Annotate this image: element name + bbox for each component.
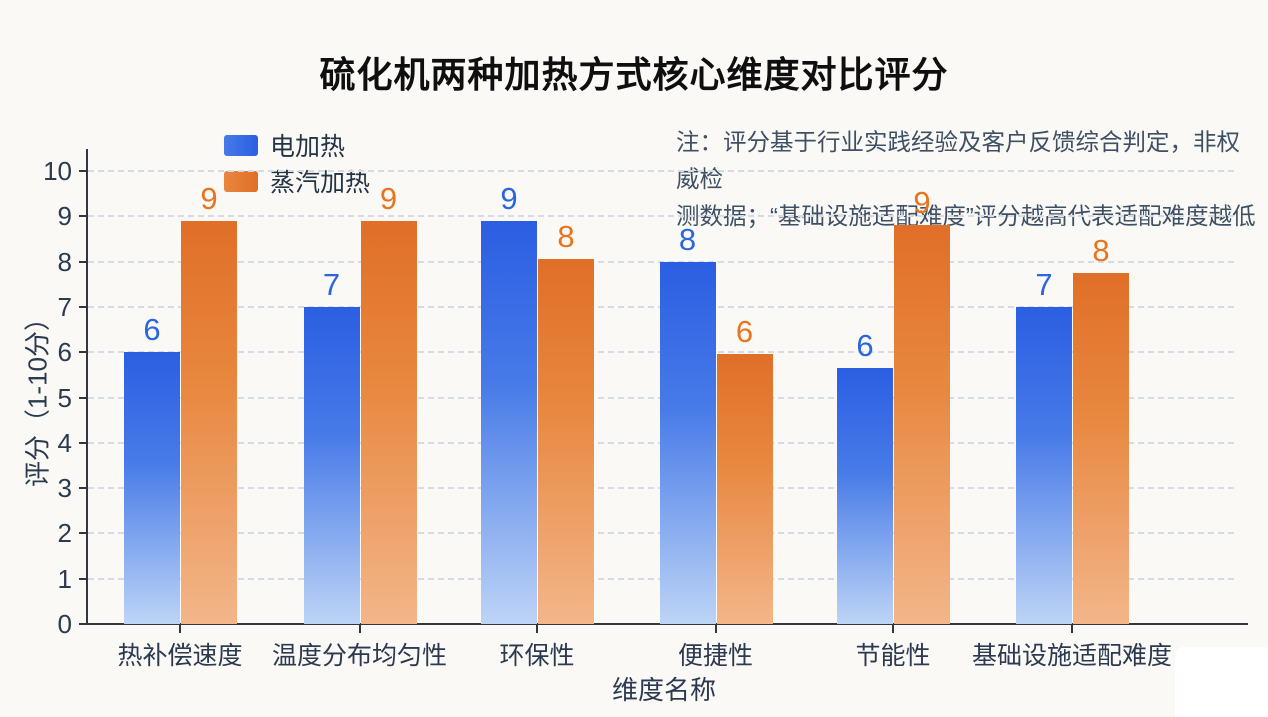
legend: 电加热 蒸汽加热 (224, 131, 370, 203)
y-tick-2 (79, 532, 87, 535)
gridline-10 (88, 170, 1234, 172)
x-tick-label-1: 温度分布均匀性 (271, 642, 447, 670)
bar-value-电加热-节能性: 6 (856, 328, 874, 364)
y-tick-9 (79, 215, 87, 218)
plot-area: 6 9 7 9 9 8 8 6 6 9 7 8 (88, 170, 1240, 624)
y-tick-0 (79, 623, 87, 625)
bar-value-蒸汽加热-温度分布均匀性: 9 (379, 180, 398, 216)
y-tick-10 (79, 170, 87, 172)
y-tick-label-1: 1 (57, 563, 72, 594)
y-tick-label-9: 9 (57, 201, 72, 232)
y-tick-label-10: 10 (43, 156, 72, 186)
y-tick-label-2: 2 (57, 518, 72, 549)
bar-蒸汽加热-便捷性 (716, 354, 773, 624)
bar-电加热-热补偿速度 (124, 352, 180, 624)
bar-value-蒸汽加热-基础设施适配难度: 8 (1092, 232, 1110, 268)
x-tick-label-4: 节能性 (855, 642, 931, 670)
y-tick-7 (79, 305, 87, 308)
gridline-9 (88, 215, 1234, 218)
bar-电加热-温度分布均匀性 (303, 306, 360, 624)
bar-value-蒸汽加热-热补偿速度: 9 (200, 180, 218, 216)
y-tick-label-4: 4 (57, 427, 72, 458)
y-tick-3 (79, 487, 87, 490)
bar-value-电加热-基础设施适配难度: 7 (1035, 266, 1053, 302)
legend-swatch-electric-icon (224, 134, 258, 156)
x-tick-label-0: 热补偿速度 (117, 642, 243, 670)
bar-value-电加热-热补偿速度: 6 (143, 312, 161, 348)
watermark-cover (1175, 647, 1268, 717)
y-axis-line (86, 149, 88, 625)
bar-蒸汽加热-热补偿速度 (181, 220, 237, 624)
x-tick-0 (179, 625, 181, 633)
legend-swatch-steam-icon (224, 170, 258, 192)
x-tick-4 (892, 625, 894, 633)
x-tick-2 (536, 625, 538, 633)
x-tick-3 (714, 625, 717, 633)
bar-电加热-基础设施适配难度 (1016, 306, 1072, 624)
bar-value-电加热-环保性: 9 (500, 180, 518, 216)
bar-电加热-节能性 (837, 368, 893, 624)
legend-label-steam: 蒸汽加热 (270, 169, 371, 197)
chart-title: 硫化机两种加热方式核心维度对比评分 (319, 54, 949, 95)
bar-蒸汽加热-温度分布均匀性 (360, 220, 417, 624)
legend-item-electric: 电加热 (224, 131, 370, 161)
x-tick-label-5: 基础设施适配难度 (971, 642, 1172, 670)
bar-蒸汽加热-基础设施适配难度 (1073, 272, 1129, 624)
bar-value-电加热-温度分布均匀性: 7 (322, 266, 341, 302)
bar-蒸汽加热-环保性 (538, 259, 594, 624)
y-tick-label-7: 7 (57, 291, 72, 322)
bar-电加热-环保性 (481, 220, 537, 624)
legend-label-electric: 电加热 (270, 133, 346, 161)
y-tick-label-5: 5 (57, 382, 72, 413)
x-tick-label-2: 环保性 (499, 642, 575, 670)
bar-value-蒸汽加热-环保性: 8 (557, 219, 575, 255)
y-tick-8 (79, 260, 87, 263)
x-tick-1 (358, 625, 361, 633)
y-tick-6 (79, 351, 87, 354)
x-tick-label-3: 便捷性 (677, 642, 753, 670)
y-tick-label-0: 0 (57, 609, 72, 639)
y-tick-4 (79, 441, 87, 444)
y-tick-label-3: 3 (57, 473, 72, 504)
x-tick-5 (1071, 625, 1073, 633)
y-tick-5 (79, 396, 87, 399)
x-axis-line (86, 623, 1248, 625)
y-tick-label-8: 8 (57, 246, 72, 277)
x-axis-title: 维度名称 (611, 675, 716, 705)
bar-电加热-便捷性 (659, 261, 716, 624)
bar-蒸汽加热-节能性 (894, 225, 950, 624)
bar-value-蒸汽加热-便捷性: 6 (735, 314, 754, 350)
legend-item-steam: 蒸汽加热 (224, 167, 370, 197)
bar-value-蒸汽加热-节能性: 9 (913, 185, 931, 221)
y-tick-1 (79, 577, 87, 580)
bar-value-电加热-便捷性: 8 (678, 221, 697, 257)
y-tick-label-6: 6 (57, 337, 72, 368)
